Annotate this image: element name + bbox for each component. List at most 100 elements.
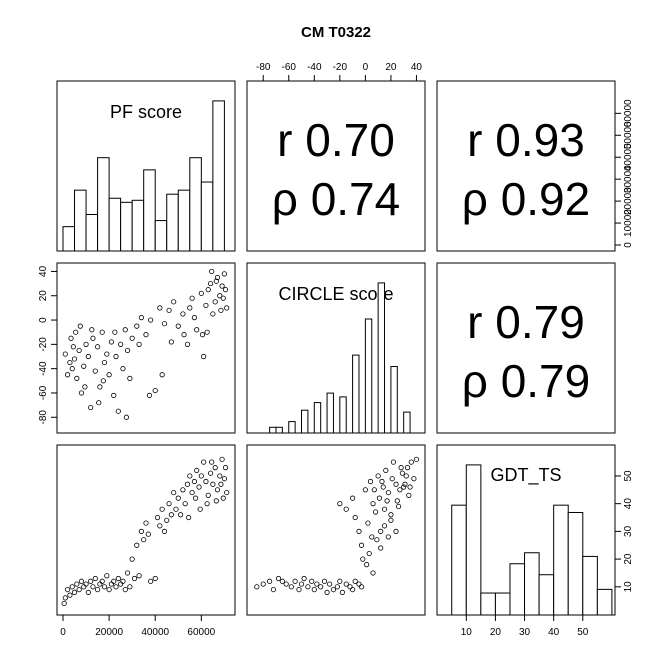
scatter-point-pf-circle — [146, 392, 153, 398]
scatter-point-pf-circle — [219, 283, 225, 289]
axis-tick-label-top-circle: -60 — [282, 62, 297, 73]
scatter-point-circle-gdt — [352, 578, 358, 584]
axis-tick-label-left-circle: 20 — [38, 290, 49, 302]
scatter-point-pf-circle — [96, 400, 102, 406]
scatter-point-pf-gdt — [164, 517, 170, 523]
scatter-point-pf-gdt — [113, 584, 119, 590]
histogram-bar-circle — [390, 366, 398, 434]
scatter-point-pf-gdt — [159, 506, 165, 512]
scatter-point-circle-gdt — [260, 581, 266, 587]
scatter-point-pf-gdt — [108, 581, 115, 587]
scatter-point-pf-gdt — [115, 575, 121, 582]
scatter-point-pf-gdt — [94, 586, 101, 593]
scatter-point-pf-circle — [115, 408, 121, 414]
scatter-point-pf-gdt — [166, 501, 172, 507]
scatter-point-pf-circle — [194, 327, 200, 333]
scatter-point-circle-gdt — [360, 556, 366, 562]
scatter-point-pf-circle — [171, 299, 177, 305]
scatter-point-pf-circle — [70, 344, 76, 350]
scatter-point-pf-gdt — [197, 506, 203, 512]
scatter-point-pf-circle — [76, 347, 82, 354]
scatter-point-circle-gdt — [407, 484, 413, 490]
scatter-point-pf-gdt — [221, 476, 227, 482]
scatter-point-pf-circle — [159, 372, 165, 378]
scatter-point-circle-gdt — [375, 473, 381, 479]
scatter-point-pf-gdt — [138, 528, 144, 534]
axis-tick-label-left-circle: -40 — [38, 361, 49, 376]
scatter-point-pf-circle — [127, 375, 133, 381]
label-circle-score: CIRCLE score — [278, 284, 393, 304]
scatter-point-pf-circle — [124, 347, 131, 354]
scatter-point-pf-circle — [166, 307, 172, 313]
axis-tick-label-bottom-gdt: 20 — [490, 627, 502, 638]
scatter-point-pf-circle — [108, 339, 115, 345]
scatter-point-circle-gdt — [390, 459, 397, 465]
scatter-point-pf-gdt — [101, 584, 108, 590]
scatter-point-circle-gdt — [388, 517, 394, 523]
scatter-point-pf-circle — [187, 305, 193, 311]
scatter-point-pf-gdt — [74, 581, 80, 587]
scatter-point-pf-gdt — [127, 584, 133, 590]
axis-tick-label-right-pf: 50000 — [623, 121, 634, 149]
panel-circle-gdt-corr — [436, 262, 616, 434]
histogram-bar-gdt — [494, 592, 511, 616]
scatter-point-circle-gdt — [385, 534, 391, 540]
scatter-point-pf-circle — [184, 341, 191, 347]
histogram-bar-pf — [212, 100, 225, 252]
scatter-point-pf-gdt — [201, 459, 207, 465]
scatter-point-circle-gdt — [395, 503, 402, 510]
histogram-bar-pf — [131, 199, 145, 252]
scatter-point-circle-gdt — [370, 570, 376, 576]
scatter-point-pf-circle — [73, 329, 79, 335]
scatter-point-circle-gdt — [362, 487, 368, 493]
histogram-bar-pf — [177, 189, 191, 252]
corr-r-circle-gdt: r 0.79 — [467, 296, 585, 348]
scatter-point-pf-circle — [65, 372, 71, 378]
scatter-point-pf-circle — [201, 353, 207, 360]
scatter-point-pf-circle — [90, 335, 96, 341]
scatter-point-pf-gdt — [118, 581, 124, 587]
scatter-point-circle-gdt — [366, 550, 372, 557]
scatter-point-circle-gdt — [275, 575, 282, 582]
scatter-point-pf-gdt — [122, 586, 128, 593]
scatter-point-pf-circle — [136, 341, 142, 347]
scatter-point-pf-circle — [129, 335, 135, 341]
panel-pf-circle-corr — [246, 80, 426, 252]
histogram-bar-gdt — [509, 563, 526, 616]
scatter-point-pf-circle — [207, 280, 214, 287]
scatter-point-pf-gdt — [78, 578, 85, 584]
scatter-point-circle-gdt — [343, 506, 349, 512]
scatter-point-pf-gdt — [207, 470, 214, 476]
label-pf-score: PF score — [110, 102, 182, 122]
panel-circle-hist — [246, 262, 426, 434]
scatter-point-pf-gdt — [131, 575, 138, 582]
scatter-point-pf-gdt — [90, 584, 96, 590]
scatter-point-circle-gdt — [393, 528, 399, 534]
axis-tick-label-right-pf: 10000 — [623, 209, 634, 237]
scatter-point-circle-gdt — [404, 465, 411, 471]
scatter-point-pf-circle — [222, 287, 229, 293]
histogram-bar-circle — [269, 426, 277, 434]
scatter-point-circle-gdt — [347, 584, 353, 590]
scatter-point-circle-gdt — [349, 495, 356, 501]
histogram-bar-circle — [364, 318, 373, 434]
scatter-point-circle-gdt — [334, 584, 340, 590]
scatter-point-pf-gdt — [104, 573, 110, 579]
scatter-point-circle-gdt — [364, 562, 370, 568]
scatter-point-circle-gdt — [309, 578, 315, 584]
scatter-point-pf-gdt — [69, 584, 75, 590]
scatter-point-pf-gdt — [189, 489, 195, 496]
scatter-point-pf-gdt — [214, 487, 221, 493]
scatter-point-pf-circle — [180, 311, 186, 317]
axis-tick-label-left-circle: 0 — [38, 317, 49, 323]
scatter-point-pf-circle — [122, 327, 128, 333]
scatter-point-pf-circle — [113, 353, 119, 360]
histogram-bar-gdt — [451, 504, 467, 616]
scatter-point-circle-gdt — [337, 501, 343, 507]
corr-rho-pf-gdt: ρ 0.92 — [462, 173, 590, 225]
histogram-bar-gdt — [567, 511, 584, 616]
histogram-bar-gdt — [596, 588, 613, 616]
scatter-point-pf-circle — [62, 351, 68, 357]
scatter-point-pf-circle — [68, 335, 74, 341]
